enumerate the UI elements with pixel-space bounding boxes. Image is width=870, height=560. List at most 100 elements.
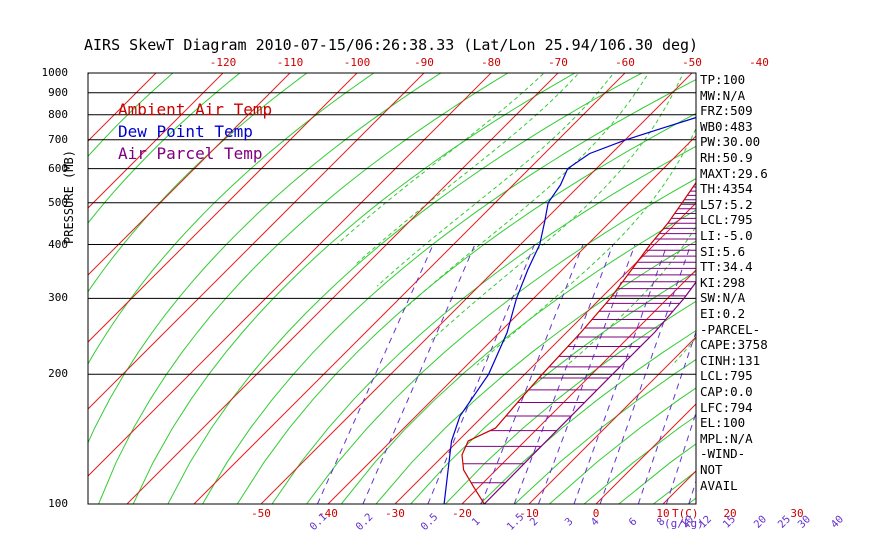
index-entry: TP:100: [700, 72, 746, 87]
mixing-ratio-line: [839, 245, 870, 504]
temp-tick-top-label: -100: [343, 56, 371, 69]
dry-adiabat: [271, 145, 696, 504]
index-entry: CINH:131: [700, 352, 761, 368]
temp-tick-top-label: -60: [615, 56, 635, 69]
mixing-ratio-line: [762, 245, 836, 504]
index-entry: -WIND-: [700, 446, 746, 462]
moist-adiabat: [773, 64, 821, 365]
isotherm: [193, 73, 626, 504]
temp-tick-top-label: -120: [209, 56, 237, 69]
index-entry: KI:298: [700, 274, 746, 290]
index-entry: NOT: [700, 462, 723, 477]
dry-adiabat: [758, 64, 870, 504]
isotherm: [88, 73, 492, 477]
index-entry: LCL:795: [700, 368, 753, 384]
isotherm: [327, 135, 696, 504]
temp-tick-bottom-label: 0: [592, 507, 600, 520]
dry-adiabat: [88, 73, 308, 293]
temp-tick-bottom-label: -50: [251, 507, 271, 520]
mixing-ratio-line: [316, 244, 434, 504]
mixing-ratio-line: [513, 244, 614, 504]
plot-frame: [87, 72, 697, 505]
temp-tick-bottom-label: 20: [723, 507, 737, 520]
pressure-tick-label: 1000: [41, 66, 69, 79]
temp-tick-bottom-label: 10: [656, 507, 670, 520]
t-unit-label: T(C): [672, 507, 699, 520]
index-entry: AVAIL: [700, 477, 738, 493]
temp-tick-top-label: -40: [749, 56, 769, 69]
moist-adiabat: [566, 225, 696, 366]
index-entry: L57:5.2: [700, 196, 753, 212]
index-entry: TT:34.4: [700, 259, 753, 275]
mixing-ratio-line: [538, 244, 636, 504]
dry-adiabat: [132, 73, 576, 504]
legend-parcel: Air Parcel Temp: [118, 144, 263, 163]
index-entry: TH:4354: [700, 181, 753, 197]
index-entry: MW:N/A: [700, 87, 746, 103]
isotherm: [88, 73, 291, 276]
chart-title: AIRS SkewT Diagram 2010-07-15/06:26:38.3…: [84, 36, 699, 54]
index-entry: -PARCEL-: [700, 321, 761, 337]
dry-adiabat: [202, 79, 696, 504]
temp-tick-top-label: -50: [682, 56, 702, 69]
pressure-tick-label: 300: [48, 291, 68, 305]
isotherm: [528, 336, 696, 504]
mixing-ratio-line: [786, 245, 858, 504]
index-entry: RH:50.9: [700, 150, 753, 165]
index-entry: SI:5.6: [700, 243, 746, 259]
isotherm: [88, 73, 425, 410]
isotherm: [88, 73, 224, 209]
mixing-unit-label: (g/kg): [664, 517, 704, 530]
temp-tick-top-label: -90: [414, 56, 434, 69]
dry-adiabat: [98, 73, 509, 504]
mixing-ratio-line: [362, 244, 476, 504]
index-entry: EI:0.2: [700, 306, 746, 321]
mixing-ratio-line: [806, 245, 870, 504]
legend-dewpoint: Dew Point Temp: [118, 122, 253, 141]
index-entry: LFC:794: [700, 399, 753, 415]
dry-adiabat: [445, 300, 696, 504]
moist-adiabat: [376, 73, 615, 287]
index-entry: LI:-5.0: [700, 228, 753, 243]
isotherm: [126, 73, 559, 504]
series-layer: [443, 116, 696, 504]
mixing-ratio-line: [427, 244, 535, 504]
index-entry: LCL:795: [700, 212, 753, 228]
legend-ambient: Ambient Air Temp: [118, 100, 273, 119]
index-entry: CAPE:3758: [700, 337, 768, 353]
moist-adiabat: [401, 73, 649, 312]
pressure-tick-label: 400: [48, 237, 68, 251]
dry-adiabat: [792, 64, 870, 504]
pressure-tick-label: 800: [48, 107, 68, 121]
dry-adiabat: [862, 64, 870, 504]
index-entry: PW:30.00: [700, 134, 761, 150]
isotherm: [0, 73, 22, 504]
temp-tick-bottom-label: -30: [385, 507, 405, 520]
moist-adiabat: [476, 127, 696, 366]
pressure-tick-label: 900: [48, 85, 68, 99]
dry-adiabat: [88, 73, 241, 224]
dry-adiabat: [375, 240, 696, 504]
dry-adiabat: [88, 73, 442, 445]
isotherm: [864, 73, 870, 504]
temp-tick-bottom-label: -20: [452, 507, 472, 520]
ambient-temp-line: [461, 181, 696, 504]
parcel-line: [483, 281, 696, 504]
temp-tick-top-label: -70: [548, 56, 568, 69]
temp-tick-bottom-label: -10: [519, 507, 539, 520]
temp-tick-bottom-label: 30: [790, 507, 804, 520]
index-entry: CAP:0.0: [700, 384, 753, 399]
temp-tick-top-label: -80: [481, 56, 501, 69]
temp-tick-bottom-label: -40: [318, 507, 338, 520]
moist-adiabat: [336, 73, 545, 245]
index-entry: MPL:N/A: [700, 430, 753, 446]
isotherm: [394, 202, 696, 504]
dry-adiabat: [236, 112, 696, 504]
isotherm: [88, 73, 358, 343]
mixing-ratio-line: [480, 244, 584, 504]
isotherm: [595, 403, 696, 504]
dry-adiabat: [88, 73, 174, 158]
dry-adiabat: [410, 270, 696, 504]
dry-adiabat: [167, 73, 643, 504]
